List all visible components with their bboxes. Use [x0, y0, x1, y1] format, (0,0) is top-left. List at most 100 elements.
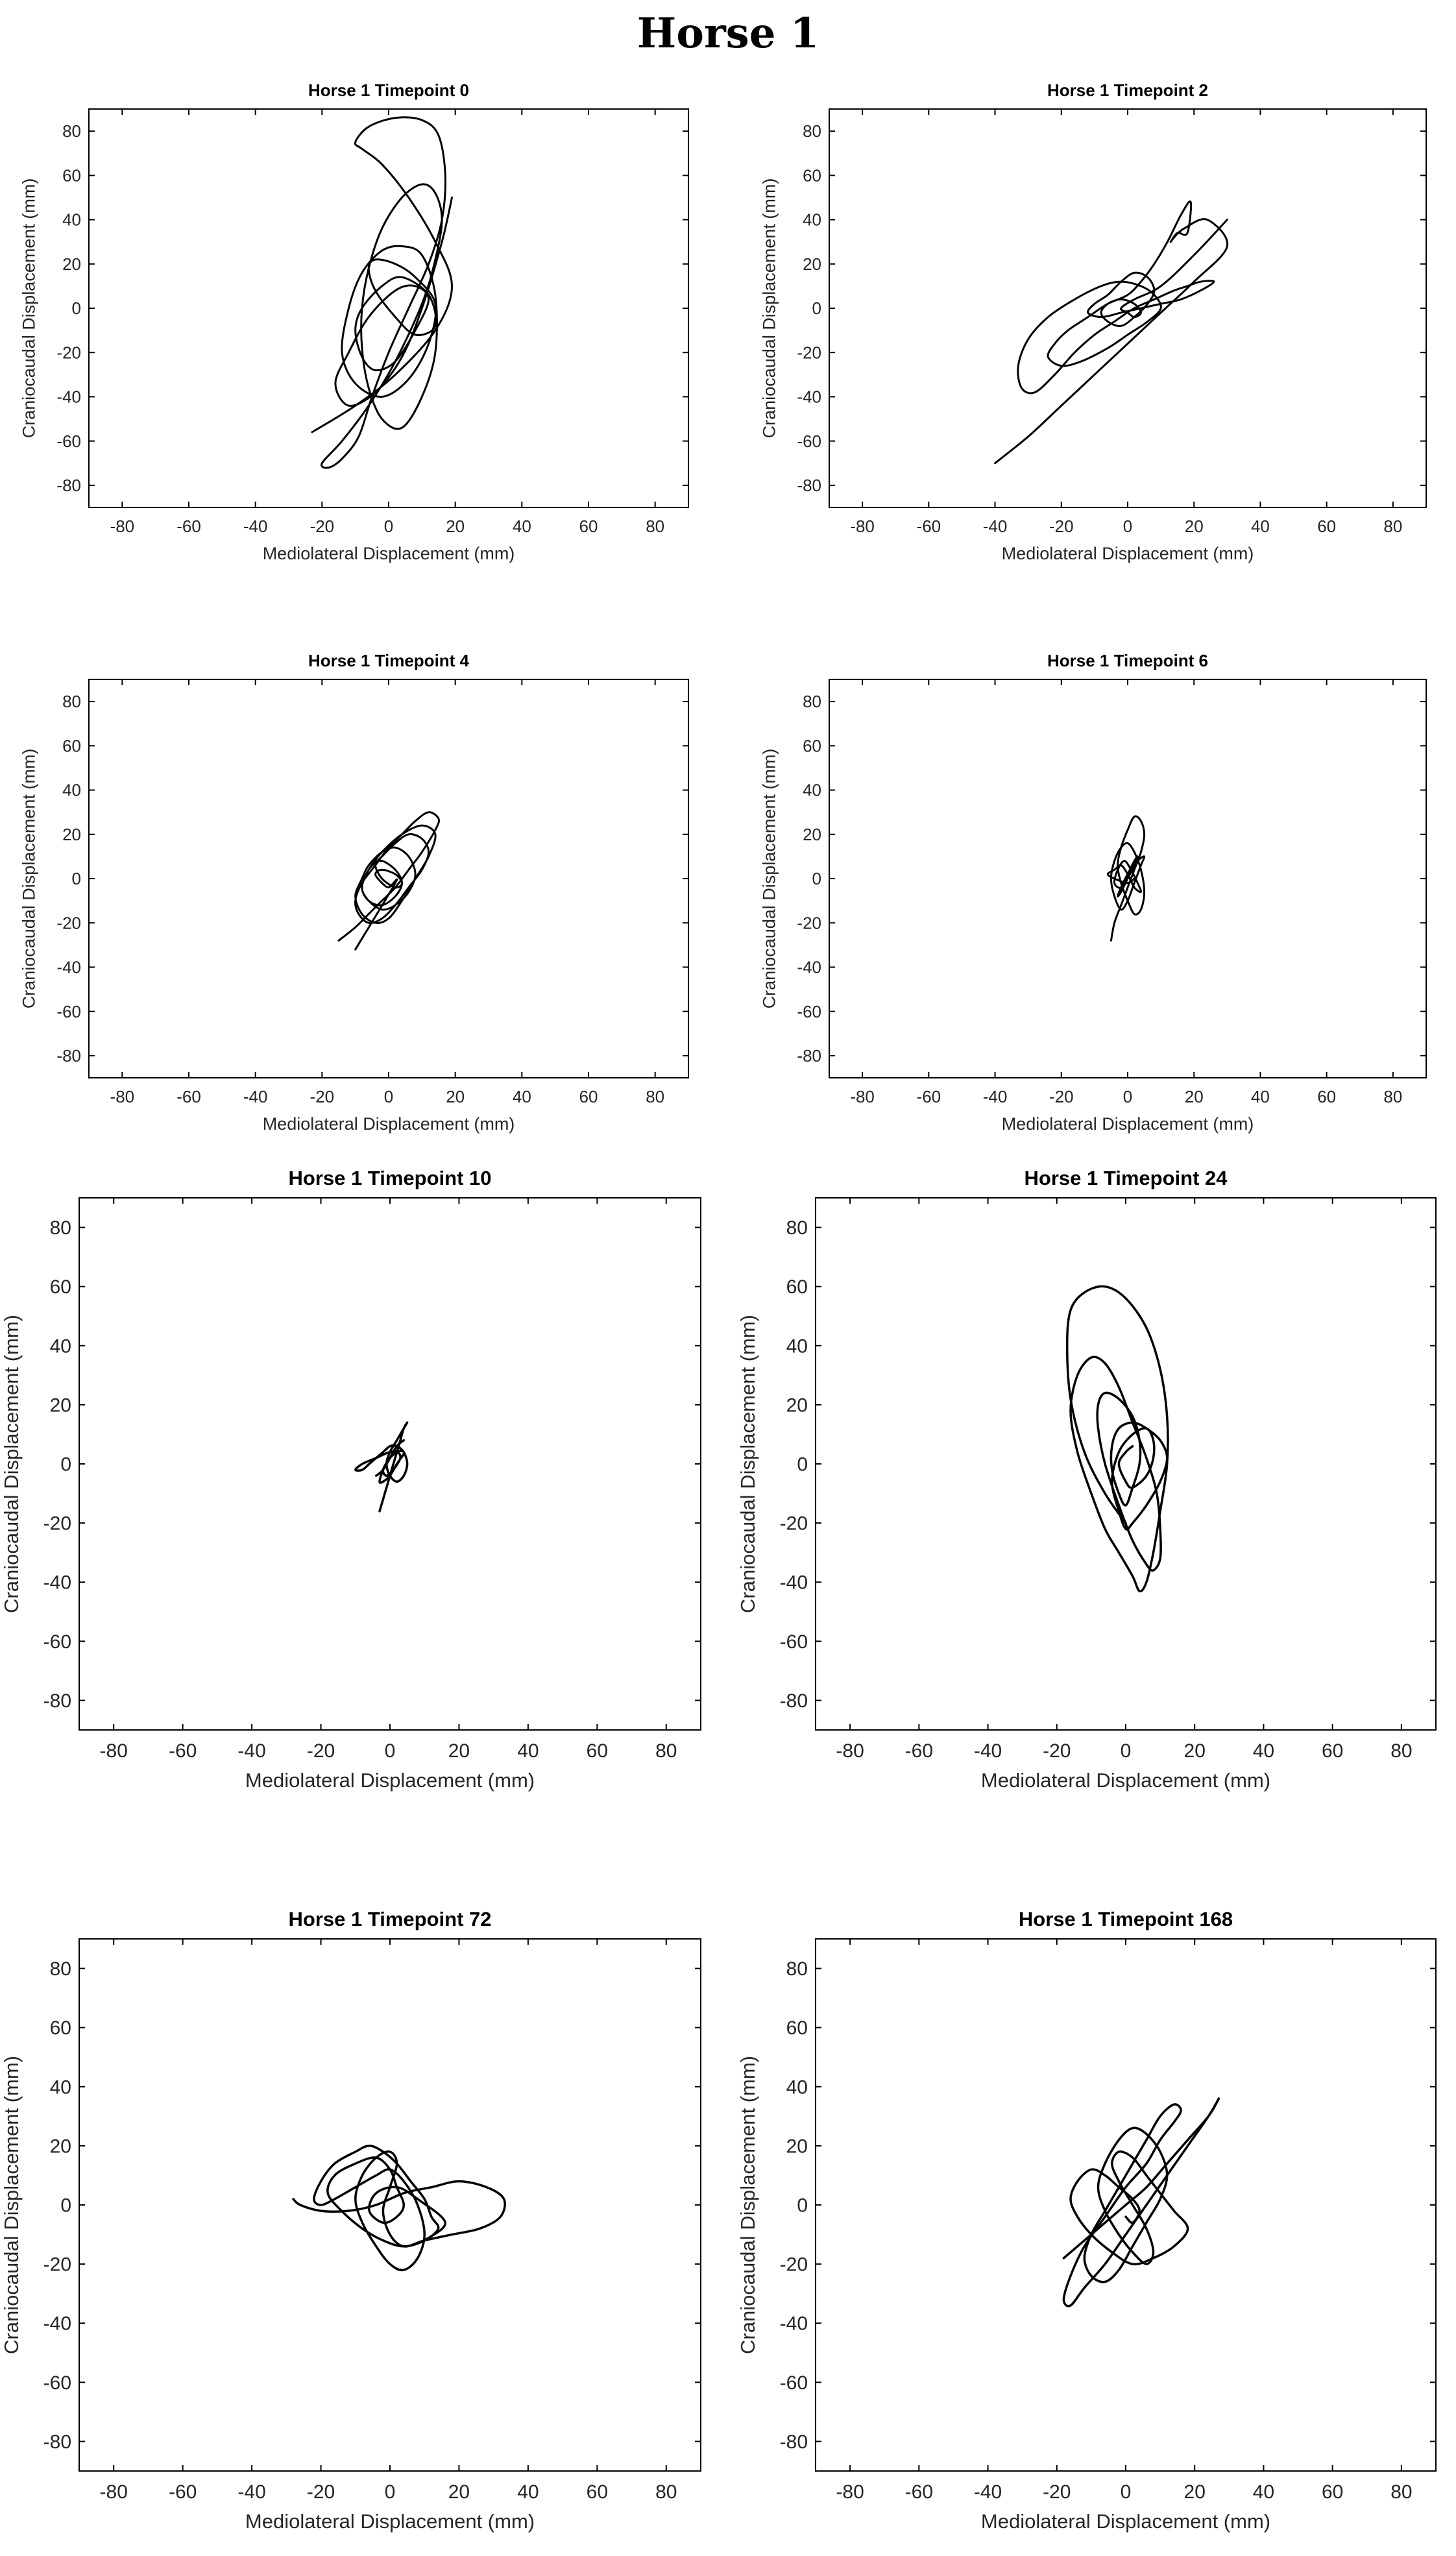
y-tick-label: -80 [56, 1046, 81, 1065]
y-tick-label: -80 [43, 1690, 71, 1712]
y-tick-label: 60 [803, 736, 821, 755]
y-tick-label: -80 [780, 1690, 808, 1712]
y-tick-label: -80 [780, 2431, 808, 2453]
y-tick-label: 60 [786, 2017, 808, 2039]
x-tick-label: 40 [1253, 2481, 1274, 2503]
x-tick-label: -60 [905, 1740, 933, 1762]
y-tick-label: 60 [62, 165, 81, 185]
y-tick-label: -20 [797, 913, 821, 932]
x-axis-label: Mediolateral Displacement (mm) [981, 1769, 1270, 1792]
x-tick-label: 0 [1123, 1087, 1132, 1106]
x-tick-label: 0 [384, 517, 393, 536]
x-tick-label: -20 [307, 1740, 335, 1762]
y-tick-label: 40 [50, 1335, 71, 1357]
y-tick-label: -40 [43, 2313, 71, 2335]
y-axis-label: Craniocaudal Displacement (mm) [759, 749, 779, 1009]
page-title: Horse 1 [637, 9, 819, 58]
x-tick-label: 60 [1317, 517, 1336, 536]
y-tick-label: -20 [43, 2254, 71, 2276]
displacement-trace-series-0 [311, 116, 453, 469]
x-axis-label: Mediolateral Displacement (mm) [1002, 1114, 1254, 1134]
x-tick-label: 20 [1185, 1087, 1204, 1106]
y-tick-label: -60 [56, 432, 81, 451]
y-tick-label: -60 [780, 1631, 808, 1653]
chart-panel-5: Horse 1 Timepoint 24 -80 -60 -40 -20 0 20 40 60 8… [736, 1167, 1437, 1792]
y-axis-label: Craniocaudal Displacement (mm) [736, 1315, 759, 1613]
x-tick-label: -40 [974, 1740, 1002, 1762]
y-tick-label: -80 [56, 476, 81, 495]
x-tick-label: 60 [1322, 1740, 1343, 1762]
x-tick-label: -60 [917, 1087, 941, 1106]
y-axis-label: Craniocaudal Displacement (mm) [0, 1315, 23, 1613]
x-tick-label: -60 [169, 2481, 197, 2503]
x-tick-label: -60 [917, 517, 941, 536]
y-tick-label: -20 [56, 343, 81, 362]
y-tick-label: -40 [797, 387, 821, 407]
y-tick-label: 20 [50, 1394, 71, 1416]
chart-title: Horse 1 Timepoint 6 [1047, 651, 1208, 670]
y-tick-label: 20 [786, 2136, 808, 2157]
y-tick-label: -20 [43, 1513, 71, 1535]
y-tick-label: -20 [780, 2254, 808, 2276]
x-tick-label: 0 [385, 1740, 396, 1762]
x-tick-label: 20 [1185, 517, 1204, 536]
x-tick-label: -40 [237, 2481, 265, 2503]
x-tick-label: 40 [513, 517, 531, 536]
y-tick-label: 40 [786, 1335, 808, 1357]
chart-panel-4: Horse 1 Timepoint 10 -80 -60 -40 -20 0 20 40 60 8… [0, 1167, 701, 1792]
x-tick-label: 60 [587, 1740, 608, 1762]
y-tick-label: -40 [797, 958, 821, 977]
y-tick-label: 40 [62, 210, 81, 230]
y-tick-label: 20 [803, 254, 821, 274]
y-tick-label: -40 [43, 1572, 71, 1594]
y-tick-label: 20 [62, 825, 81, 844]
chart-panel-7: Horse 1 Timepoint 168 -80 -60 -40 -20 0 20 40 60… [736, 1908, 1437, 2533]
x-tick-label: 80 [1383, 517, 1402, 536]
y-tick-label: 60 [62, 736, 81, 755]
x-axis-label: Mediolateral Displacement (mm) [245, 1769, 535, 1792]
y-axis-label: Craniocaudal Displacement (mm) [19, 749, 38, 1009]
displacement-trace-series-0 [994, 200, 1228, 465]
axes-frame [88, 679, 689, 1078]
x-tick-label: 20 [448, 2481, 470, 2503]
y-tick-label: -60 [43, 2372, 71, 2394]
x-tick-label: 60 [587, 2481, 608, 2503]
x-tick-label: 60 [579, 517, 598, 536]
y-tick-label: 40 [803, 781, 821, 800]
y-tick-label: 0 [797, 1454, 808, 1476]
axes-frame [79, 1197, 701, 1731]
x-tick-label: -40 [243, 517, 268, 536]
x-tick-label: 20 [446, 517, 465, 536]
y-tick-label: -40 [56, 958, 81, 977]
y-tick-label: 40 [803, 210, 821, 230]
x-tick-label: -80 [100, 2481, 128, 2503]
x-tick-label: -20 [310, 1087, 335, 1106]
y-tick-label: 0 [72, 298, 81, 318]
x-axis-label: Mediolateral Displacement (mm) [245, 2510, 535, 2533]
x-tick-label: 80 [1390, 1740, 1412, 1762]
y-tick-label: 40 [62, 781, 81, 800]
y-tick-label: -20 [797, 343, 821, 362]
x-tick-label: 0 [385, 2481, 396, 2503]
x-tick-label: -80 [836, 2481, 864, 2503]
axes-frame [815, 1197, 1437, 1731]
x-tick-label: 40 [513, 1087, 531, 1106]
chart-panel-2: Horse 1 Timepoint 4 -80 -60 -40 -20 0 20 40 60 80… [19, 651, 689, 1134]
x-tick-label: -20 [307, 2481, 335, 2503]
y-tick-label: 80 [62, 692, 81, 711]
axes-frame [79, 1938, 701, 2472]
y-tick-label: 0 [797, 2195, 808, 2217]
chart-panel-6: Horse 1 Timepoint 72 -80 -60 -40 -20 0 20 40 60 8… [0, 1908, 701, 2533]
x-tick-label: -40 [974, 2481, 1002, 2503]
x-tick-label: -40 [243, 1087, 268, 1106]
x-tick-label: -80 [850, 1087, 875, 1106]
x-axis-label: Mediolateral Displacement (mm) [263, 1114, 515, 1134]
y-tick-label: 40 [50, 2076, 71, 2098]
x-axis-label: Mediolateral Displacement (mm) [981, 2510, 1270, 2533]
x-tick-label: -20 [1043, 1740, 1071, 1762]
displacement-trace-series-0 [292, 2145, 506, 2272]
x-tick-label: 40 [517, 2481, 539, 2503]
chart-panel-0: Horse 1 Timepoint 0 -80 -60 -40 -20 0 20 40 60 80… [19, 80, 689, 563]
y-tick-label: 80 [50, 1958, 71, 1980]
